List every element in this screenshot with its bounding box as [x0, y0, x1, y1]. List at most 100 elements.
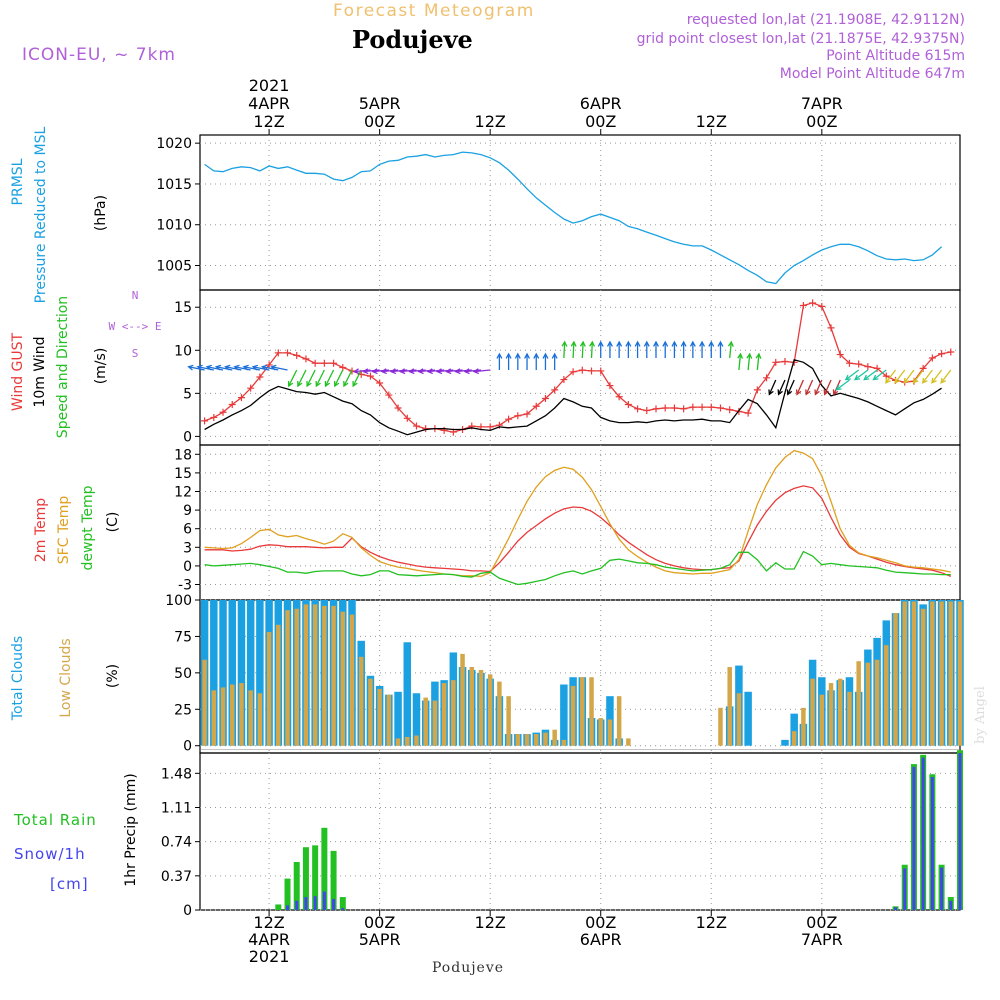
wind-arrow-head [353, 368, 360, 375]
gust-point [412, 422, 420, 430]
wind-ytick-label: 10 [174, 343, 192, 359]
clouds-bar-1 [451, 680, 456, 746]
compass-n: N [132, 289, 139, 302]
wind-arrow-head [597, 340, 604, 347]
gust-point [302, 355, 310, 363]
precip-bar-0 [284, 878, 291, 910]
clouds-bar-1 [552, 729, 557, 746]
precip-bar-1 [940, 867, 944, 910]
wind-arrow-head [844, 374, 851, 381]
gust-point [201, 417, 209, 425]
wind-direction-arrow [796, 379, 804, 395]
wind-arrow-head [408, 368, 415, 375]
wind-arrow-head [380, 368, 387, 375]
clouds-bar-1 [589, 677, 594, 746]
temperature-series-1-line [204, 449, 951, 578]
wind-arrow-head [233, 364, 240, 371]
wind-arrow-head [777, 389, 783, 396]
wind-direction-arrow [400, 369, 417, 373]
clouds-bar-1 [239, 683, 244, 746]
wind-arrow-head [795, 389, 802, 396]
wind-direction-arrow [824, 379, 832, 395]
clouds-bar-1 [285, 610, 290, 746]
wind-arrow-head [579, 340, 586, 347]
precip-bar-1 [286, 905, 290, 910]
clouds-bar-0 [219, 600, 227, 746]
gridpoint-coords: grid point closest lon,lat (21.1875E, 42… [637, 31, 965, 47]
precip-bar-1 [894, 907, 898, 910]
temperature-ytick-label: -3 [178, 578, 192, 594]
clouds-bar-1 [460, 653, 465, 746]
temp-label-dew: dewpt Temp [80, 485, 96, 570]
clouds-ytick-label: 25 [174, 702, 192, 718]
precip-bar-1 [949, 900, 953, 910]
gust-point [661, 404, 669, 412]
gust-point [551, 386, 559, 394]
precip-bar-1 [313, 896, 317, 910]
wind-arrow-head [634, 340, 641, 347]
gust-point [330, 359, 338, 367]
gust-point [698, 403, 706, 411]
wind-ytick-label: 0 [183, 429, 192, 445]
gust-point [560, 376, 568, 384]
pressure-ytick-label: 1005 [156, 259, 192, 275]
gust-point [403, 414, 411, 422]
wind-arrow-head [717, 340, 724, 347]
gust-point [947, 348, 955, 356]
wind-arrow-head [643, 340, 650, 347]
top-xtick-label: 00Z [364, 112, 395, 131]
bottom-xtick-label: 2021 [249, 947, 290, 966]
wind-arrow-head [187, 364, 194, 371]
wind-arrow-head [940, 377, 947, 384]
wind-arrow-head [823, 389, 829, 396]
clouds-bar-1 [847, 691, 852, 746]
gust-point [256, 373, 264, 381]
temperature-ytick-label: 6 [183, 522, 192, 538]
gust-point [781, 357, 789, 365]
top-xtick-label: 00Z [585, 112, 616, 131]
wind-arrow-head [662, 340, 669, 347]
wind-arrow-head [835, 384, 842, 391]
clouds-bar-1 [469, 667, 475, 746]
clouds-bar-1 [322, 605, 327, 746]
wind-arrow-head [853, 374, 861, 381]
clouds-ytick-label: 50 [174, 666, 192, 682]
gust-point [855, 360, 863, 368]
clouds-bar-0 [237, 600, 246, 746]
clouds-bar-1 [349, 614, 355, 746]
gust-point [652, 405, 660, 413]
gust-point [643, 407, 651, 415]
clouds-bar-1 [368, 678, 373, 746]
wind-direction-arrow [372, 369, 389, 373]
wind-arrow-head [389, 368, 397, 375]
panel-clouds: 0 25 50 75 100 [165, 593, 964, 755]
gust-point [541, 395, 549, 402]
gust-point [228, 401, 236, 409]
gust-point [634, 405, 642, 413]
temperature-series-0-line [204, 485, 952, 578]
top-xtick-label: 00Z [806, 112, 837, 131]
wind-arrow-head [872, 374, 879, 381]
precip-bar-0 [312, 845, 319, 910]
precip-ytick-label: 0 [183, 903, 192, 919]
gust-point [569, 368, 577, 376]
clouds-bar-1 [266, 632, 272, 746]
precip-bar-0 [275, 904, 282, 910]
clouds-bar-1 [810, 678, 815, 746]
wind-direction-arrow [354, 369, 371, 373]
gust-point [753, 386, 761, 394]
gust-point [597, 367, 605, 375]
gust-point [818, 302, 826, 310]
gust-point [624, 401, 632, 409]
gust-point [809, 299, 817, 307]
clouds-bar-1 [920, 608, 926, 746]
wind-direction-arrow [324, 369, 335, 387]
gust-point [707, 403, 715, 411]
clouds-bar-0 [412, 693, 421, 746]
wind-arrow-head [863, 374, 870, 381]
wind-direction-arrow [334, 369, 344, 387]
wind-arrow-head [287, 380, 294, 388]
wind-arrow-head [315, 380, 321, 388]
clouds-bar-1 [377, 688, 382, 746]
wind-direction-arrow [836, 379, 850, 391]
